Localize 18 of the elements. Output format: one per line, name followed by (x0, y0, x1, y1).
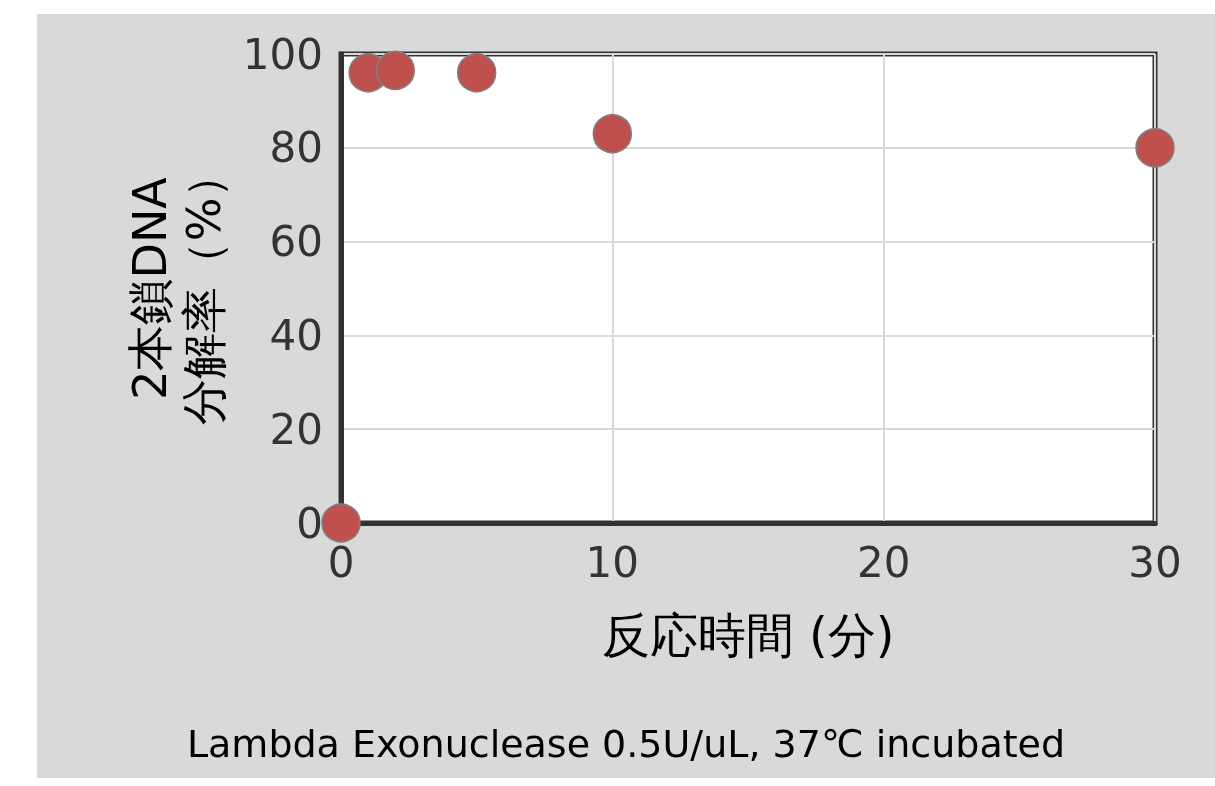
point (1135, 128, 1175, 168)
point (592, 113, 633, 154)
y-tick-label: 60 (269, 217, 323, 267)
x-axis-title: 反応時間 (分) (601, 607, 895, 663)
y-tick-label: 40 (269, 310, 323, 360)
y-tick-label: 0 (296, 498, 323, 548)
text: Lambda Exonuclease 0.5U/uL, 37℃ incubated (186, 722, 1066, 766)
y-axis-title: 2本鎖DNA 分解率（%） (123, 151, 231, 426)
point (375, 50, 416, 91)
x-tick-label: 20 (856, 537, 911, 587)
y-tick-label: 80 (269, 123, 323, 173)
x-tick-label: 10 (585, 537, 640, 587)
x-tick-label: 0 (327, 537, 355, 587)
y-tick-label: 100 (242, 29, 323, 79)
point (321, 503, 361, 543)
x-tick-label: 30 (1128, 537, 1182, 587)
point (456, 53, 497, 93)
y-tick-label: 20 (269, 404, 323, 454)
